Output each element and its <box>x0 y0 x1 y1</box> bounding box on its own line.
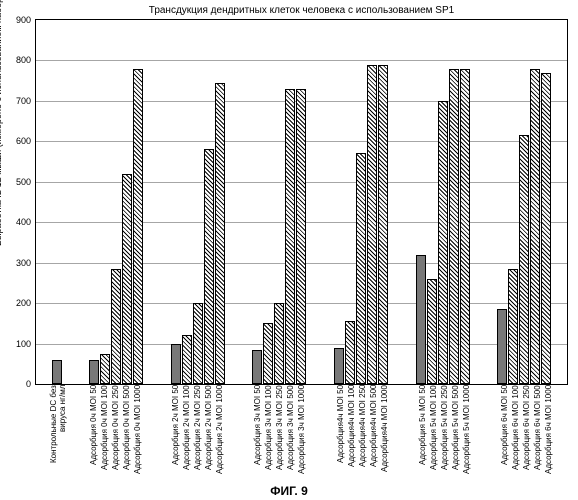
x-label: Адсорбция 0ч MOI 50 <box>89 385 99 485</box>
x-label: Адсорбция 6ч MOI 250 <box>522 385 532 485</box>
bar <box>334 348 344 384</box>
x-label: Адсорбция 3ч MOI 250 <box>275 385 285 485</box>
x-label: Адсорбция4ч MOI 100 <box>347 385 357 485</box>
y-tick: 800 <box>16 55 31 65</box>
bar-group <box>89 20 143 384</box>
x-label: Адсорбция 5ч MOI 100 <box>429 385 439 485</box>
bar-group <box>334 20 388 384</box>
x-label: Адсорбция4ч MOI 500 <box>369 385 379 485</box>
y-tick: 500 <box>16 177 31 187</box>
bar <box>285 89 295 384</box>
bar-group <box>497 20 551 384</box>
x-label-group: Адсорбция 6ч MOI 50Адсорбция 6ч MOI 100А… <box>500 385 554 485</box>
bar <box>193 303 203 384</box>
y-tick: 700 <box>16 96 31 106</box>
bar-group <box>171 20 225 384</box>
bar <box>356 153 366 384</box>
bar <box>252 350 262 384</box>
x-label-group-control: Контрольные DC без вируса нг/мл <box>49 385 61 485</box>
bar <box>296 89 306 384</box>
bar <box>345 321 355 384</box>
x-label-control: Контрольные DC без вируса нг/мл <box>49 385 61 485</box>
bar <box>416 255 426 384</box>
x-label: Адсорбция 5ч MOI 250 <box>440 385 450 485</box>
x-label-group: Адсорбция 3ч MOI 50Адсорбция 3ч MOI 100А… <box>253 385 307 485</box>
y-tick: 100 <box>16 339 31 349</box>
bar <box>460 69 470 384</box>
y-tick: 400 <box>16 217 31 227</box>
figure-label: ФИГ. 9 <box>0 484 578 498</box>
x-label: Адсорбция 3ч MOI 50 <box>253 385 263 485</box>
y-axis: 0100200300400500600700800900 <box>8 20 33 384</box>
x-label-group: Адсорбция4ч MOI 50Адсорбция4ч MOI 100Адс… <box>336 385 390 485</box>
x-axis-labels: Контрольные DC без вируса нг/мл Адсорбция… <box>35 385 568 485</box>
x-label: Адсорбция 3ч MOI 100 <box>264 385 274 485</box>
bar <box>274 303 284 384</box>
x-label: Адсорбция 6ч MOI 50 <box>500 385 510 485</box>
bar <box>133 69 143 384</box>
y-tick: 0 <box>26 379 31 389</box>
bar <box>449 69 459 384</box>
x-label: Адсорбция 2ч MOI 1000 <box>215 385 225 485</box>
bar <box>111 269 121 384</box>
x-label: Адсорбция 0ч MOI 1000 <box>133 385 143 485</box>
bar-group-control <box>52 20 62 384</box>
y-tick: 600 <box>16 136 31 146</box>
bars-area <box>36 20 567 384</box>
bar-group <box>416 20 470 384</box>
chart-title: Трансдукция дендритных клеток человека с… <box>35 5 568 16</box>
bar <box>263 323 273 384</box>
x-label: Адсорбция 6ч MOI 500 <box>533 385 543 485</box>
x-label: Адсорбция 0ч MOI 100 <box>100 385 110 485</box>
bar <box>378 65 388 385</box>
x-label: Адсорбция 3ч MOI 1000 <box>297 385 307 485</box>
x-label: Адсорбция 5ч MOI 50 <box>418 385 428 485</box>
x-label: Адсорбция 0ч MOI 250 <box>111 385 121 485</box>
x-label: Адсорбция 6ч MOI 100 <box>511 385 521 485</box>
x-label: Адсорбция 5ч MOI 500 <box>451 385 461 485</box>
y-tick: 300 <box>16 258 31 268</box>
bar <box>427 279 437 384</box>
bar <box>497 309 507 384</box>
x-label: Адсорбция 6ч MOI 1000 <box>544 385 554 485</box>
x-label: Адсорбция 0ч MOI 500 <box>122 385 132 485</box>
bar <box>215 83 225 384</box>
x-label: Адсорбция 2ч MOI 250 <box>193 385 203 485</box>
bar-control <box>52 360 62 384</box>
x-label-group: Адсорбция 0ч MOI 50Адсорбция 0ч MOI 100А… <box>89 385 143 485</box>
x-label: Адсорбция 2ч MOI 50 <box>171 385 181 485</box>
bar-group <box>252 20 306 384</box>
x-label-group: Адсорбция 2ч MOI 50Адсорбция 2ч MOI 100А… <box>171 385 225 485</box>
x-label: Адсорбция 2ч MOI 100 <box>182 385 192 485</box>
bar <box>100 354 110 384</box>
x-label: Адсорбция4ч MOI 1000 <box>380 385 390 485</box>
bar <box>519 135 529 384</box>
bar <box>508 269 518 384</box>
y-tick: 900 <box>16 15 31 25</box>
x-label-group: Адсорбция 5ч MOI 50Адсорбция 5ч MOI 100А… <box>418 385 472 485</box>
x-label: Адсорбция4ч MOI 250 <box>358 385 368 485</box>
plot-area: 0100200300400500600700800900 <box>35 19 568 385</box>
y-axis-label: Выработка IL-12 мыши (измерено с использ… <box>0 0 3 246</box>
bar <box>182 335 192 384</box>
x-label: Адсорбция 5ч MOI 1000 <box>462 385 472 485</box>
bar <box>204 149 214 384</box>
bar <box>367 65 377 385</box>
x-label: Адсорбция4ч MOI 50 <box>336 385 346 485</box>
bar <box>438 101 448 384</box>
x-label: Адсорбция 3ч MOI 500 <box>286 385 296 485</box>
y-tick: 200 <box>16 298 31 308</box>
chart-container: Трансдукция дендритных клеток человека с… <box>35 5 568 385</box>
bar <box>171 344 181 384</box>
bar <box>122 174 132 384</box>
x-label: Адсорбция 2ч MOI 500 <box>204 385 214 485</box>
bar <box>541 73 551 384</box>
bar <box>530 69 540 384</box>
bar <box>89 360 99 384</box>
